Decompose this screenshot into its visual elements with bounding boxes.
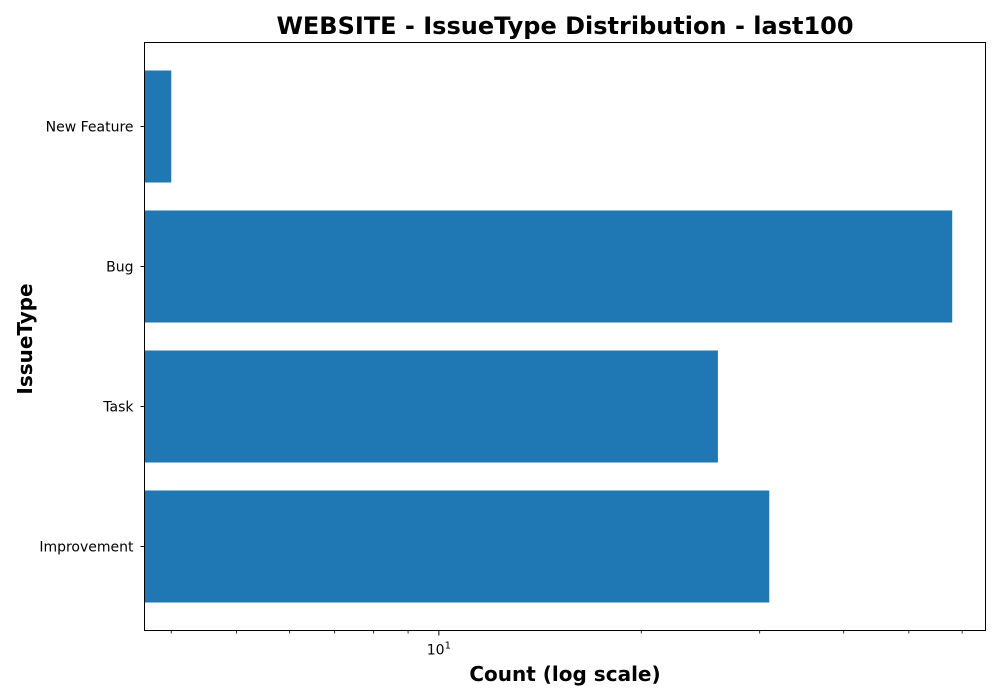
bar-improvement	[144, 490, 770, 603]
y-tick-label: Bug	[106, 260, 133, 276]
y-tick-label: Task	[102, 400, 134, 416]
bar-task	[144, 350, 718, 463]
x-tick-label: 101	[427, 641, 451, 659]
y-tick-label: Improvement	[39, 540, 134, 556]
y-axis-ticks: New Feature Bug Task Improvement	[39, 120, 145, 556]
bar-bug	[144, 210, 953, 323]
x-axis-label: Count (log scale)	[469, 662, 660, 686]
chart-title: WEBSITE - IssueType Distribution - last1…	[276, 12, 853, 40]
plot-frame	[144, 42, 986, 631]
bars-group	[144, 70, 953, 603]
bar-new-feature	[144, 70, 172, 183]
y-axis-label: IssueType	[13, 283, 37, 394]
x-axis-ticks: 101	[170, 630, 963, 659]
y-tick-label: New Feature	[46, 120, 134, 136]
